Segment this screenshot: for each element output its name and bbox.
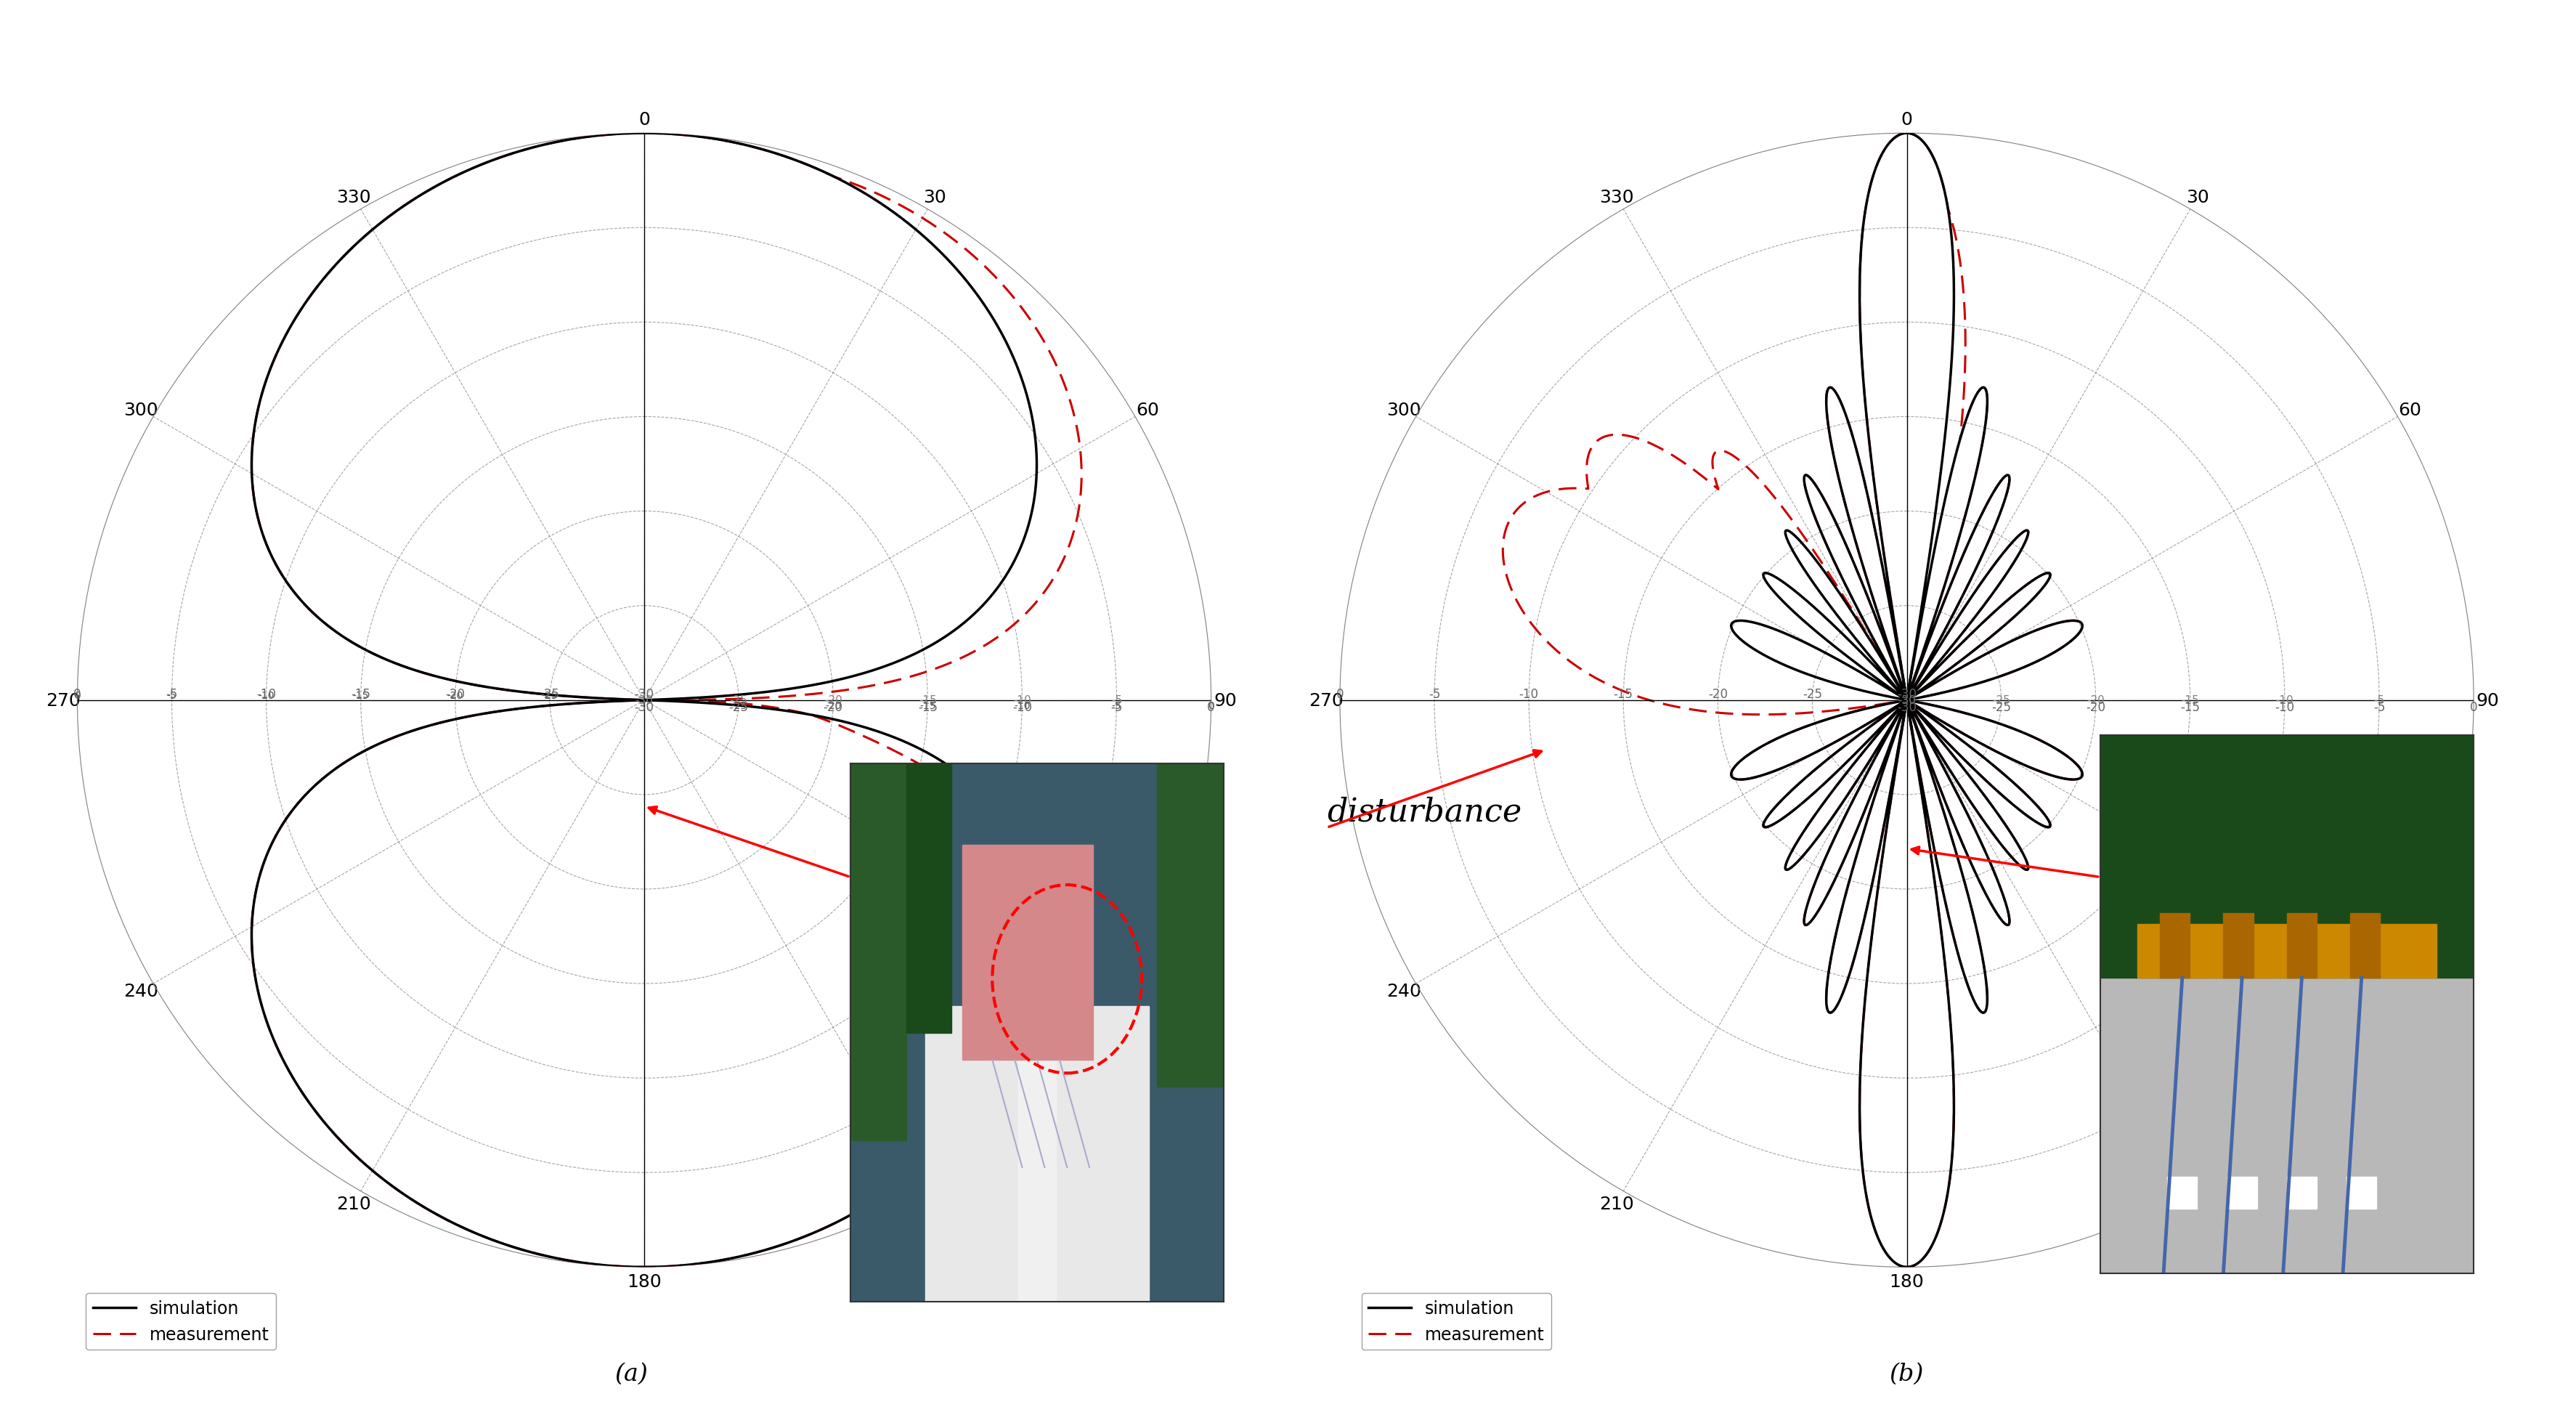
Text: -25: -25 xyxy=(729,700,747,713)
Bar xyxy=(907,764,951,1033)
Bar xyxy=(925,1006,1149,1302)
Text: -15: -15 xyxy=(2179,700,2200,713)
Text: (b): (b) xyxy=(1888,1361,1924,1385)
Bar xyxy=(2287,913,2316,978)
Legend: simulation, measurement: simulation, measurement xyxy=(1360,1293,1551,1350)
Text: -10: -10 xyxy=(1012,700,1030,710)
Text: 0: 0 xyxy=(1337,688,1342,700)
Text: -25: -25 xyxy=(1803,688,1821,700)
Text: -20: -20 xyxy=(2087,700,2105,713)
Text: (a): (a) xyxy=(616,1361,647,1385)
Text: -20: -20 xyxy=(824,700,842,713)
Text: -20: -20 xyxy=(824,700,840,710)
Bar xyxy=(963,845,1092,1060)
Text: -10: -10 xyxy=(1012,700,1030,713)
Text: 0: 0 xyxy=(75,688,80,700)
Bar xyxy=(2223,913,2251,978)
Text: -20: -20 xyxy=(446,688,464,700)
Text: -30: -30 xyxy=(1896,688,1917,700)
Text: -30: -30 xyxy=(634,688,654,700)
Text: -25: -25 xyxy=(541,688,559,700)
Text: -10: -10 xyxy=(2275,700,2293,713)
Text: -25: -25 xyxy=(732,700,747,710)
Text: -20: -20 xyxy=(2087,695,2105,706)
Text: 0: 0 xyxy=(75,691,80,700)
Bar xyxy=(2166,1177,2197,1208)
Text: -20: -20 xyxy=(1708,688,1726,700)
Text: -10: -10 xyxy=(1520,688,1538,700)
Text: -20: -20 xyxy=(448,691,464,700)
Text: -15: -15 xyxy=(920,700,935,710)
Text: -5: -5 xyxy=(1427,688,1440,700)
Text: -10: -10 xyxy=(258,688,276,700)
Text: -25: -25 xyxy=(1991,700,2009,713)
Text: -15: -15 xyxy=(920,695,935,706)
Text: -20: -20 xyxy=(824,695,842,706)
Text: -10: -10 xyxy=(2275,695,2293,706)
Text: -15: -15 xyxy=(1613,688,1633,700)
Text: -5: -5 xyxy=(2372,700,2385,713)
Text: -5: -5 xyxy=(1110,700,1123,713)
Bar xyxy=(2099,978,2473,1274)
Text: -30: -30 xyxy=(1896,695,1917,706)
Text: -5: -5 xyxy=(1110,695,1121,706)
Text: -5: -5 xyxy=(165,688,178,700)
Bar xyxy=(2287,1177,2316,1208)
Text: -15: -15 xyxy=(917,700,938,713)
Text: -30: -30 xyxy=(634,695,654,706)
Text: -15: -15 xyxy=(353,691,368,700)
Text: -30: -30 xyxy=(1896,700,1917,713)
Legend: simulation, measurement: simulation, measurement xyxy=(85,1293,276,1350)
Text: -25: -25 xyxy=(729,695,747,706)
Text: disturbance: disturbance xyxy=(1327,795,1522,828)
Text: -15: -15 xyxy=(350,688,371,700)
Bar xyxy=(1157,764,1224,1087)
Bar xyxy=(2099,736,2473,978)
Bar xyxy=(1018,1006,1056,1302)
Text: 0: 0 xyxy=(2470,700,2476,713)
Text: -5: -5 xyxy=(2372,695,2383,706)
Text: 0: 0 xyxy=(1208,700,1213,710)
Text: -5: -5 xyxy=(1110,700,1121,710)
Bar xyxy=(2226,1177,2257,1208)
Text: -5: -5 xyxy=(167,691,178,700)
Bar xyxy=(2347,1177,2375,1208)
Text: -10: -10 xyxy=(1012,695,1030,706)
Text: -25: -25 xyxy=(541,691,556,700)
Bar xyxy=(2159,913,2190,978)
Bar xyxy=(2136,924,2437,978)
Bar xyxy=(850,764,907,1140)
Text: -30: -30 xyxy=(634,700,654,713)
Text: -10: -10 xyxy=(258,691,276,700)
Text: 0: 0 xyxy=(1208,700,1213,713)
Text: -15: -15 xyxy=(2182,695,2197,706)
Text: -25: -25 xyxy=(1991,695,2009,706)
Bar xyxy=(2349,913,2380,978)
